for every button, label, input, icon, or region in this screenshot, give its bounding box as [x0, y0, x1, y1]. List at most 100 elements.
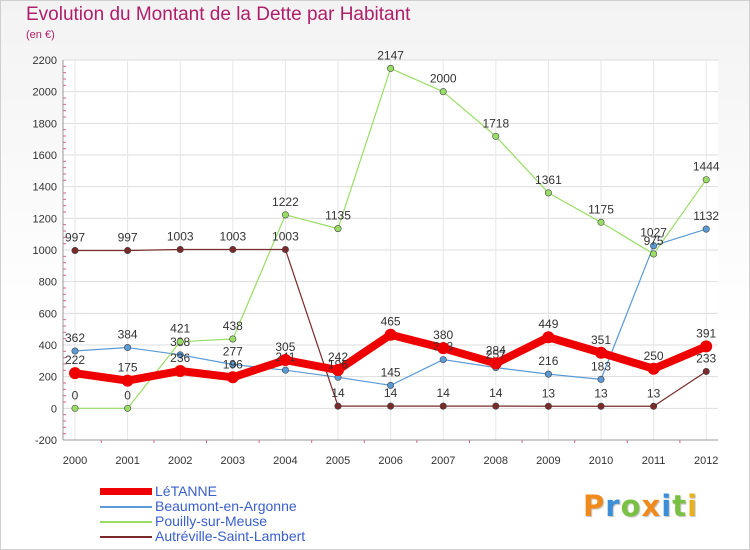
- data-point: [650, 250, 658, 258]
- data-point: [281, 366, 289, 374]
- data-label: 975: [644, 234, 664, 248]
- data-label: 305: [275, 340, 295, 354]
- data-point: [650, 242, 658, 250]
- data-point: [489, 357, 502, 370]
- data-label: 1135: [325, 209, 351, 223]
- data-point: [281, 211, 289, 219]
- y-tick-label: 200: [39, 372, 57, 384]
- chart-subtitle: (en €): [26, 29, 55, 41]
- x-tick-label: 2003: [221, 455, 245, 467]
- y-tick-label: 0: [51, 403, 57, 415]
- data-label: 997: [118, 230, 138, 244]
- data-label: 2000: [430, 72, 457, 86]
- data-label: 0: [72, 388, 79, 402]
- data-label: 1003: [219, 230, 246, 244]
- data-point: [492, 132, 500, 140]
- data-label: 1027: [640, 226, 667, 240]
- y-tick-label: -200: [35, 435, 57, 447]
- x-tick-label: 2008: [484, 455, 508, 467]
- data-label: 421: [170, 322, 190, 336]
- y-tick-label: 400: [39, 340, 57, 352]
- x-tick-label: 2005: [326, 455, 350, 467]
- data-point: [71, 246, 79, 254]
- data-label: 14: [489, 386, 503, 400]
- data-label: 145: [381, 365, 401, 379]
- data-point: [439, 88, 447, 96]
- data-point: [702, 367, 710, 375]
- x-tick-label: 2002: [168, 455, 192, 467]
- data-point: [334, 402, 342, 410]
- data-point: [279, 354, 292, 367]
- data-label: 233: [696, 351, 716, 365]
- data-label: 0: [124, 388, 131, 402]
- data-label: 222: [65, 353, 85, 367]
- y-tick-label: 600: [39, 308, 57, 320]
- data-point: [700, 340, 713, 353]
- x-tick-label: 2012: [694, 455, 718, 467]
- data-point: [437, 342, 450, 355]
- data-point: [384, 328, 397, 341]
- legend-label: Autréville-Saint-Lambert: [155, 528, 306, 544]
- x-tick-label: 2004: [273, 455, 297, 467]
- data-label: 14: [437, 386, 451, 400]
- data-point: [647, 362, 660, 375]
- data-label: 1003: [272, 230, 299, 244]
- legend-swatch: [100, 521, 152, 523]
- data-label: 1175: [588, 202, 614, 216]
- data-point: [650, 402, 658, 410]
- data-point: [71, 404, 79, 412]
- y-tick-label: 2200: [33, 55, 57, 67]
- data-label: 257: [486, 348, 506, 362]
- data-point: [439, 402, 447, 410]
- data-label: 14: [384, 386, 398, 400]
- data-label: 384: [118, 328, 138, 342]
- legend-label: Beaumont-en-Argonne: [155, 498, 297, 514]
- data-label: 449: [538, 317, 558, 331]
- logo-letter: o: [620, 489, 642, 523]
- data-point: [387, 381, 395, 389]
- x-tick-label: 2009: [536, 455, 560, 467]
- data-point: [229, 335, 237, 343]
- data-label: 351: [591, 333, 611, 347]
- proxiti-logo: Proxiti: [583, 489, 698, 523]
- y-tick-label: 1000: [33, 245, 57, 257]
- logo-letter: r: [605, 489, 621, 523]
- data-point: [229, 360, 237, 368]
- data-label: 362: [65, 331, 85, 345]
- x-tick-label: 2007: [431, 455, 455, 467]
- data-label: 183: [591, 359, 611, 373]
- y-tick-label: 1200: [33, 213, 57, 225]
- data-label: 250: [644, 349, 664, 363]
- data-label: 13: [594, 386, 608, 400]
- y-tick-label: 1600: [33, 150, 57, 162]
- data-point: [595, 346, 607, 359]
- data-label: 380: [433, 328, 453, 342]
- data-point: [544, 370, 552, 378]
- data-point: [334, 225, 342, 233]
- data-point: [176, 246, 184, 254]
- legend-label: LéTANNE: [155, 483, 217, 499]
- data-point: [597, 375, 605, 383]
- data-point: [387, 402, 395, 410]
- data-point: [702, 225, 710, 233]
- logo-letter: t: [672, 489, 688, 523]
- data-label: 1132: [693, 209, 719, 223]
- legend-swatch: [100, 488, 152, 495]
- y-tick-label: 1800: [33, 118, 57, 130]
- data-point: [69, 367, 81, 380]
- logo-letter: i: [661, 489, 673, 523]
- data-point: [71, 347, 79, 355]
- legend-swatch: [100, 536, 152, 538]
- x-tick-label: 2006: [378, 455, 402, 467]
- data-point: [124, 246, 132, 254]
- data-label: 1444: [693, 160, 720, 174]
- data-point: [542, 331, 555, 344]
- x-tick-label: 2011: [642, 455, 666, 467]
- data-label: 236: [170, 351, 190, 365]
- y-tick-label: 1400: [33, 182, 57, 194]
- data-label: 216: [538, 354, 558, 368]
- data-point: [597, 218, 605, 226]
- data-label: 391: [696, 326, 716, 340]
- data-label: 1718: [482, 116, 509, 130]
- data-point: [229, 246, 237, 254]
